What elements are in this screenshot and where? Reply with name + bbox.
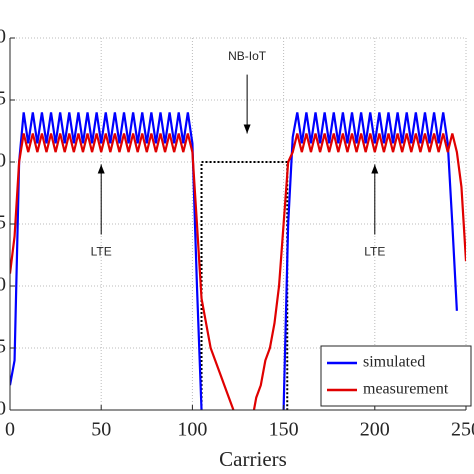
arrow-head [371, 164, 379, 174]
x-tick-label: 250 [451, 419, 474, 441]
y-tick-label: 10 [0, 274, 6, 296]
x-tick-label: 100 [177, 419, 207, 441]
y-tick-label: 5 [0, 336, 6, 358]
annotation: LTE [91, 245, 112, 259]
arrow-head [243, 124, 251, 134]
y-tick-label: 25 [0, 88, 6, 110]
arrow-head [97, 164, 105, 174]
y-tick-label: 30 [0, 26, 6, 48]
series-line [10, 112, 458, 410]
legend-label: measurement [363, 381, 449, 398]
y-tick-label: 0 [0, 398, 6, 420]
y-tick-label: 15 [0, 212, 6, 234]
annotation: NB-IoT [228, 49, 267, 63]
legend-label: simulated [363, 354, 425, 371]
series-line [10, 133, 466, 410]
annotation: LTE [364, 245, 385, 259]
legend-box [320, 345, 472, 407]
x-tick-label: 0 [5, 419, 15, 441]
y-tick-label: 20 [0, 150, 6, 172]
x-axis-label: Carriers [219, 447, 287, 471]
x-tick-label: 150 [269, 419, 299, 441]
x-tick-label: 200 [360, 419, 390, 441]
x-tick-label: 50 [91, 419, 111, 441]
